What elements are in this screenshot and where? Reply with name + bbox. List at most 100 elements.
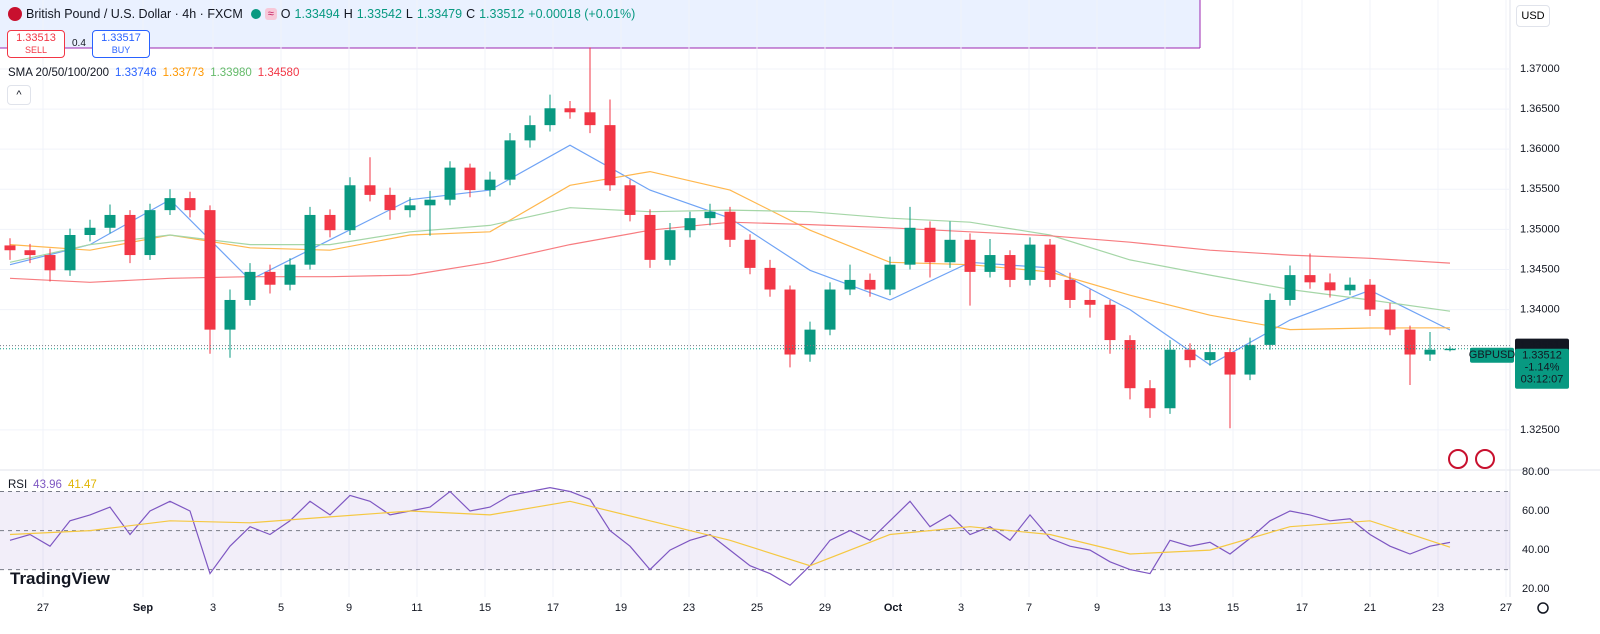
candle-body bbox=[264, 271, 276, 285]
x-tick-label: 13 bbox=[1159, 602, 1171, 614]
candle-body bbox=[504, 140, 516, 180]
sma-legend: SMA 20/50/100/200 1.33746 1.33773 1.33980 1.… bbox=[8, 67, 305, 79]
candle-body bbox=[84, 227, 96, 235]
x-tick-label: 23 bbox=[683, 602, 695, 614]
ohlc-open-prefix: O bbox=[280, 7, 291, 21]
candle-body bbox=[1324, 282, 1336, 291]
candle-body bbox=[324, 214, 336, 231]
candle-body bbox=[1164, 349, 1176, 409]
flag-icon bbox=[1448, 449, 1468, 469]
x-tick-label: Sep bbox=[133, 602, 153, 614]
y-tick-label: 20.00 bbox=[1522, 583, 1550, 595]
countdown-label: 03:12:07 bbox=[1521, 374, 1564, 386]
candle-body bbox=[704, 211, 716, 219]
candle-body bbox=[1304, 275, 1316, 283]
candle-body bbox=[824, 289, 836, 330]
x-tick-label: 9 bbox=[1094, 602, 1100, 614]
candle-body bbox=[164, 198, 176, 211]
candle-body bbox=[1284, 275, 1296, 300]
candle-body bbox=[364, 185, 376, 195]
candle-body bbox=[1344, 284, 1356, 291]
candle-body bbox=[884, 264, 896, 290]
candle-body bbox=[924, 227, 936, 263]
x-tick-label: 21 bbox=[1364, 602, 1376, 614]
candle-body bbox=[384, 194, 396, 211]
sell-button[interactable]: 1.33513 SELL bbox=[7, 30, 65, 58]
candle-body bbox=[284, 264, 296, 285]
settings-icon bbox=[1537, 602, 1549, 614]
candle-body bbox=[1104, 304, 1116, 341]
candle-body bbox=[1364, 284, 1376, 310]
last-price-label: 1.33512 bbox=[1522, 350, 1562, 362]
x-tick-label: 15 bbox=[1227, 602, 1239, 614]
header: British Pound / U.S. Dollar · 4h · FXCM … bbox=[8, 7, 635, 21]
collapse-button[interactable]: ^ bbox=[7, 85, 31, 105]
candle-body bbox=[144, 210, 156, 256]
candle-body bbox=[1444, 348, 1456, 351]
buy-price: 1.33517 bbox=[101, 32, 141, 44]
currency-button[interactable]: USD bbox=[1516, 5, 1550, 27]
x-tick-label: 3 bbox=[210, 602, 216, 614]
candle-body bbox=[604, 125, 616, 186]
y-tick-label: 1.36000 bbox=[1520, 143, 1560, 155]
candle-body bbox=[124, 214, 136, 256]
candle-body bbox=[104, 214, 116, 228]
candle-body bbox=[184, 198, 196, 211]
candle-body bbox=[764, 267, 776, 290]
change-pct-label: -1.14% bbox=[1525, 362, 1560, 374]
x-tick-label: 9 bbox=[346, 602, 352, 614]
candle-body bbox=[1424, 349, 1436, 355]
candle-body bbox=[444, 167, 456, 200]
candle-body bbox=[584, 112, 596, 126]
spread: 0.4 bbox=[72, 38, 86, 49]
candle-body bbox=[724, 211, 736, 240]
symbol[interactable]: British Pound / U.S. Dollar · 4h · FXCM bbox=[26, 7, 243, 21]
x-tick-label: Oct bbox=[884, 602, 903, 614]
symbol-tag-label: GBPUSD bbox=[1469, 349, 1516, 361]
candle-body bbox=[944, 239, 956, 263]
x-tick-label: 27 bbox=[37, 602, 49, 614]
candle-body bbox=[624, 185, 636, 215]
x-tick-label: 17 bbox=[547, 602, 559, 614]
sell-price: 1.33513 bbox=[16, 32, 56, 44]
candle-body bbox=[204, 210, 216, 330]
candle-body bbox=[1264, 299, 1276, 345]
rsi-legend-title: RSI bbox=[8, 479, 28, 491]
candle-body bbox=[244, 271, 256, 300]
candle-body bbox=[844, 279, 856, 290]
sma-line bbox=[9, 144, 1451, 366]
candle-body bbox=[1204, 352, 1216, 361]
ohlc-high-prefix: H bbox=[343, 7, 353, 21]
x-tick-label: 11 bbox=[411, 602, 422, 614]
symbol-tag bbox=[1470, 347, 1514, 363]
candle-body bbox=[404, 205, 416, 211]
y-tick-label: 1.36500 bbox=[1520, 103, 1560, 115]
candle-body bbox=[304, 214, 316, 265]
candle-body bbox=[1384, 309, 1396, 330]
last-price-box bbox=[1515, 348, 1569, 389]
ohlc-close-prefix: C bbox=[466, 7, 476, 21]
candle-body bbox=[1184, 349, 1196, 361]
ohlc-low: 1.33479 bbox=[416, 7, 463, 21]
candle-body bbox=[744, 239, 756, 268]
y-tick-label: 1.37000 bbox=[1520, 63, 1560, 75]
sma-legend-value: 1.33746 bbox=[115, 67, 157, 79]
y-tick-label: 1.35500 bbox=[1520, 183, 1560, 195]
buy-button[interactable]: 1.33517 BUY bbox=[92, 30, 150, 58]
sma-legend-value: 1.33773 bbox=[162, 67, 205, 79]
buy-label: BUY bbox=[111, 45, 131, 55]
x-tick-label: 7 bbox=[1026, 602, 1032, 614]
candle-body bbox=[644, 214, 656, 260]
rsi-line bbox=[9, 486, 1451, 587]
candle-body bbox=[1004, 255, 1016, 280]
ohlc-change: +0.00018 (+0.01%) bbox=[528, 7, 636, 21]
y-tick-label: 40.00 bbox=[1522, 544, 1550, 556]
rsi-legend-value: 41.47 bbox=[67, 479, 97, 491]
candle-body bbox=[44, 255, 56, 271]
candle-body bbox=[64, 235, 76, 271]
x-tick-label: 3 bbox=[958, 602, 964, 614]
sma-legend-title: SMA 20/50/100/200 bbox=[8, 67, 110, 79]
x-tick-label: 23 bbox=[1432, 602, 1444, 614]
candle-body bbox=[1124, 340, 1136, 389]
